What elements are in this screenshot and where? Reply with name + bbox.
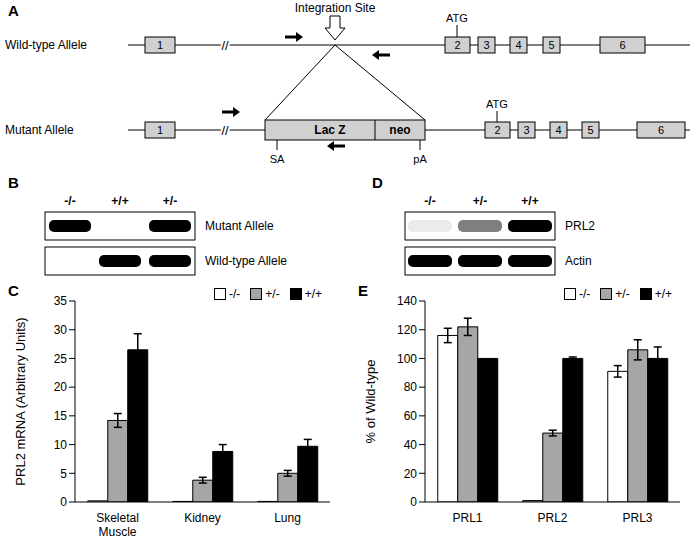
svg-text:3: 3 xyxy=(483,39,489,51)
svg-text:35: 35 xyxy=(54,294,68,308)
svg-text://: // xyxy=(221,123,229,138)
svg-text:+/-: +/- xyxy=(473,194,487,208)
svg-text:6: 6 xyxy=(619,39,625,51)
svg-text:Wild-type Allele: Wild-type Allele xyxy=(5,38,87,52)
svg-text:PRL2: PRL2 xyxy=(565,219,595,233)
svg-text:pA: pA xyxy=(413,153,427,165)
svg-text:Kidney: Kidney xyxy=(184,511,221,525)
svg-text:15: 15 xyxy=(54,409,68,423)
svg-text:B: B xyxy=(8,174,19,191)
svg-text:60: 60 xyxy=(404,409,418,423)
svg-text:Mutant Allele: Mutant Allele xyxy=(5,123,74,137)
svg-text:5: 5 xyxy=(60,467,67,481)
html-text:E: E xyxy=(358,282,368,299)
svg-text:6: 6 xyxy=(658,124,664,136)
svg-text:neo: neo xyxy=(389,123,410,137)
svg-text:PRL2: PRL2 xyxy=(537,511,567,525)
svg-text:40: 40 xyxy=(404,438,418,452)
svg-text:SA: SA xyxy=(270,153,285,165)
svg-text:5: 5 xyxy=(548,39,554,51)
svg-text:PRL1: PRL1 xyxy=(452,511,482,525)
svg-text:25: 25 xyxy=(54,352,68,366)
svg-text:+/+: +/+ xyxy=(521,194,538,208)
svg-text:1: 1 xyxy=(157,124,163,136)
svg-text:4: 4 xyxy=(555,124,561,136)
svg-text:20: 20 xyxy=(54,380,68,394)
svg-text:-/-: -/- xyxy=(64,194,75,208)
svg-text:10: 10 xyxy=(54,438,68,452)
svg-text://: // xyxy=(221,38,229,53)
svg-text:2: 2 xyxy=(454,39,460,51)
svg-text:3: 3 xyxy=(523,124,529,136)
svg-text:D: D xyxy=(372,174,383,191)
svg-text:Wild-type Allele: Wild-type Allele xyxy=(205,254,287,268)
svg-text:Lac Z: Lac Z xyxy=(314,123,345,137)
svg-text:ATG: ATG xyxy=(486,98,508,110)
svg-text:80: 80 xyxy=(404,380,418,394)
svg-text:100: 100 xyxy=(397,352,417,366)
svg-text:ATG: ATG xyxy=(446,12,468,24)
svg-text:4: 4 xyxy=(515,39,521,51)
svg-text:120: 120 xyxy=(397,323,417,337)
svg-text:SkeletalMuscle: SkeletalMuscle xyxy=(96,511,139,539)
svg-text:1: 1 xyxy=(157,39,163,51)
svg-text:Integration Site: Integration Site xyxy=(295,1,376,15)
svg-text:20: 20 xyxy=(404,467,418,481)
svg-text:Mutant Allele: Mutant Allele xyxy=(205,219,274,233)
svg-text:PRL2 mRNA (Arbitrary Units): PRL2 mRNA (Arbitrary Units) xyxy=(13,317,28,485)
svg-text:5: 5 xyxy=(587,124,593,136)
svg-text:0: 0 xyxy=(410,495,417,509)
svg-text:140: 140 xyxy=(397,294,417,308)
svg-text:0: 0 xyxy=(60,495,67,509)
svg-text:30: 30 xyxy=(54,323,68,337)
svg-text:A: A xyxy=(8,2,19,19)
html-text:C: C xyxy=(8,282,19,299)
svg-text:Lung: Lung xyxy=(274,511,301,525)
svg-text:+/-: +/- xyxy=(163,194,177,208)
svg-text:PRL3: PRL3 xyxy=(622,511,652,525)
svg-text:-/-: -/- xyxy=(424,194,435,208)
svg-text:% of Wild-type: % of Wild-type xyxy=(363,360,378,444)
svg-text:Actin: Actin xyxy=(565,254,592,268)
svg-text:2: 2 xyxy=(494,124,500,136)
svg-text:+/+: +/+ xyxy=(111,194,128,208)
